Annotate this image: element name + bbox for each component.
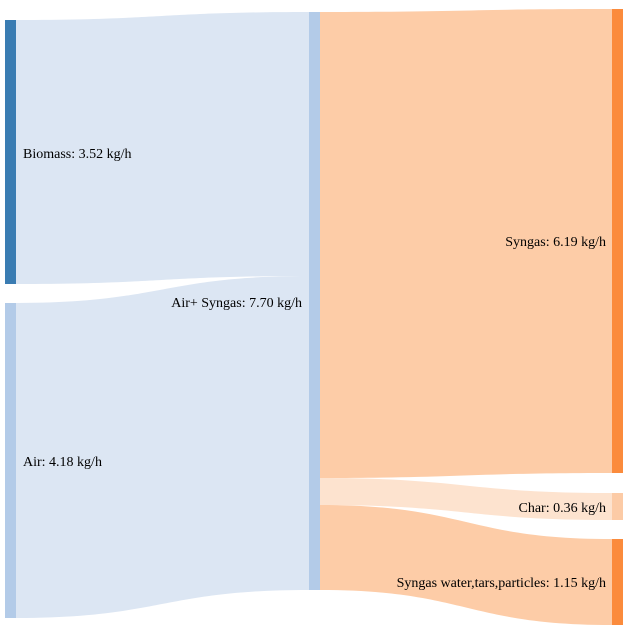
node-syngas-water — [612, 539, 623, 625]
node-air — [5, 303, 16, 618]
link-air-syngas-to-syngas — [320, 9, 612, 478]
link-air-syngas-to-syngas-water — [320, 505, 612, 625]
label-biomass: Biomass: 3.52 kg/h — [23, 147, 132, 162]
label-air: Air: 4.18 kg/h — [23, 455, 102, 470]
node-syngas — [612, 9, 623, 473]
node-air-syngas — [309, 12, 320, 590]
label-air-syngas: Air+ Syngas: 7.70 kg/h — [171, 296, 302, 311]
link-air-syngas-to-char — [320, 478, 612, 520]
label-syngas-water: Syngas water,tars,particles: 1.15 kg/h — [397, 576, 606, 591]
label-char: Char: 0.36 kg/h — [519, 501, 607, 516]
node-biomass — [5, 20, 16, 284]
label-syngas: Syngas: 6.19 kg/h — [505, 235, 606, 250]
link-air-to-air-syngas — [16, 276, 309, 618]
link-biomass-to-air-syngas — [16, 12, 309, 284]
node-char — [612, 493, 623, 520]
